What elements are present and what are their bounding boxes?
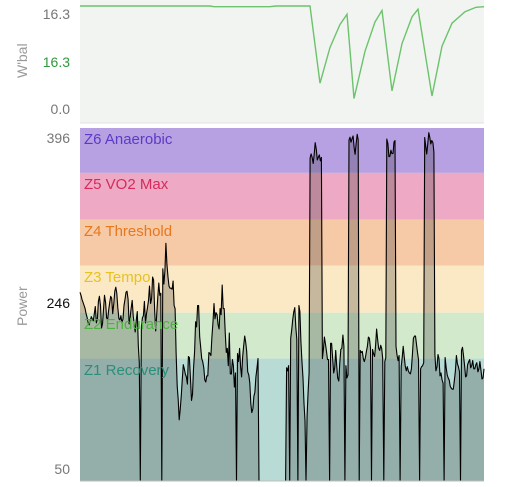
zone-band-z2 [80, 312, 484, 359]
power-tick-bottom: 50 [54, 461, 70, 477]
zone-band-z1 [80, 358, 484, 481]
zone-label-z5: Z5 VO2 Max [84, 175, 169, 193]
wbal-tick-mid: 16.3 [42, 54, 70, 70]
zone-label-z4: Z4 Threshold [84, 222, 173, 240]
power-tick-top: 396 [46, 130, 70, 146]
wbal-tick-top: 16.3 [42, 6, 70, 22]
wbal-axis-title: W'bal [14, 43, 30, 78]
wbal-plot-background [80, 0, 484, 123]
zone-band-z4 [80, 219, 484, 266]
power-tick-mid: 246 [46, 295, 70, 311]
zone-label-z3: Z3 Tempo [84, 268, 151, 286]
wbal-line [80, 5, 485, 99]
wbal-tick-bottom: 0.0 [50, 101, 70, 117]
zone-band-z5 [80, 172, 484, 220]
zone-label-z2: Z2 Endurance [84, 315, 179, 333]
zone-label-z6: Z6 Anaerobic [84, 131, 173, 148]
zone-band-z6 [80, 128, 484, 173]
power-axis-title: Power [14, 286, 30, 326]
zone-label-z1: Z1 Recovery [84, 361, 170, 379]
power-zones [80, 128, 484, 481]
